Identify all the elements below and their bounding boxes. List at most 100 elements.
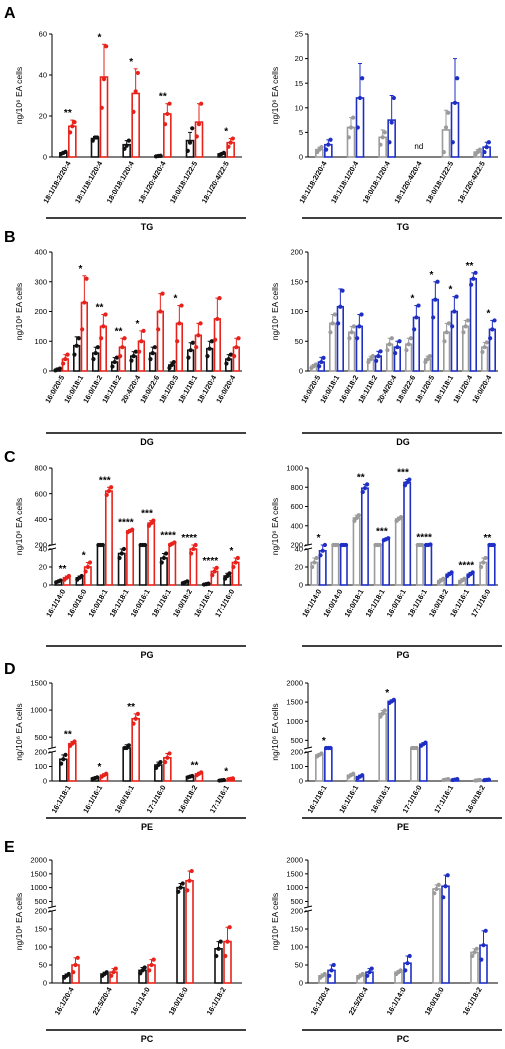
significance-label: * <box>98 32 102 43</box>
bar-control <box>442 331 451 372</box>
significance-label: ** <box>115 326 123 337</box>
x-axis-label: DG <box>396 437 410 447</box>
data-point <box>209 339 214 344</box>
category-label: 16:0/16:0 <box>65 588 88 619</box>
x-axis-label: PG <box>396 650 409 660</box>
significance-label: ** <box>159 92 167 103</box>
y-tick-label: 25 <box>295 30 303 39</box>
data-point <box>380 711 385 716</box>
data-point <box>490 327 495 332</box>
panel-letter: A <box>4 5 16 22</box>
data-point <box>190 340 195 345</box>
data-point <box>117 555 122 561</box>
category-label: 18:0/18:1/22:5 <box>424 160 455 205</box>
data-point <box>160 291 165 296</box>
data-point <box>212 569 217 574</box>
data-point <box>214 953 219 959</box>
bar-treated <box>441 885 450 984</box>
category-label: 17:1/16:0 <box>144 784 167 815</box>
data-point <box>327 973 332 978</box>
significance-label: * <box>136 319 140 330</box>
bar-control <box>378 712 387 782</box>
data-point <box>446 777 451 782</box>
data-point <box>349 330 354 335</box>
data-point <box>124 143 129 148</box>
bar-treated <box>431 298 439 372</box>
data-point <box>414 315 419 320</box>
data-point <box>382 708 387 713</box>
data-point <box>185 579 190 584</box>
data-point <box>443 125 449 130</box>
data-point <box>131 354 136 359</box>
bar-treated <box>232 346 240 372</box>
panel-letter: E <box>4 839 15 856</box>
data-point <box>423 740 428 745</box>
y-tick-label: 600 <box>34 489 47 498</box>
data-point <box>95 775 100 780</box>
data-point <box>58 578 63 583</box>
data-point <box>352 518 357 524</box>
data-point <box>235 555 240 561</box>
data-point <box>378 349 383 354</box>
y-tick-label: 50 <box>39 961 47 970</box>
data-point <box>362 486 368 491</box>
y-tick-label: 100 <box>34 943 47 952</box>
data-point <box>63 752 68 758</box>
data-point <box>151 957 156 962</box>
data-point <box>450 140 455 145</box>
bar-treated <box>185 879 194 984</box>
data-point <box>135 711 140 716</box>
data-point <box>374 358 379 363</box>
data-point <box>351 115 356 120</box>
bar-treated <box>68 742 77 782</box>
data-point <box>321 355 326 361</box>
data-point <box>484 340 489 345</box>
data-point <box>73 962 78 968</box>
data-point <box>348 125 354 130</box>
data-point <box>367 970 372 975</box>
y-tick-label: 2000 <box>286 679 303 688</box>
category-label: 16:0/18:2 <box>427 588 450 619</box>
category-label: 16:0/18:2 <box>176 784 199 815</box>
y-tick-label: 500 <box>290 897 303 906</box>
data-point <box>470 953 475 959</box>
data-point <box>484 145 489 150</box>
bar-treated <box>99 325 107 372</box>
category-label: 18:1/20:4/20:4 <box>136 160 167 205</box>
bar-control <box>138 544 147 586</box>
category-label: 16:1/16:1 <box>337 784 360 815</box>
data-point <box>398 968 403 973</box>
data-point <box>319 751 324 756</box>
bar-control <box>206 347 214 372</box>
y-tick-label: 20 <box>39 563 47 572</box>
category-label: 22:5/20:4 <box>347 986 370 1017</box>
significance-label: **** <box>203 556 219 567</box>
data-point <box>360 971 365 977</box>
y-tick-label: 0 <box>43 367 47 376</box>
data-point <box>82 300 87 305</box>
data-point <box>169 362 174 368</box>
data-point <box>483 928 488 933</box>
data-point <box>140 968 145 973</box>
data-point <box>75 955 80 960</box>
data-point <box>427 354 432 359</box>
bar-control <box>415 544 424 586</box>
data-point <box>449 570 454 575</box>
data-point <box>95 345 100 350</box>
data-point <box>139 339 144 344</box>
data-point <box>324 147 329 152</box>
y-tick-label: 0 <box>299 979 303 988</box>
data-point <box>436 882 441 887</box>
bar-treated <box>104 490 113 586</box>
data-point <box>454 294 459 299</box>
panel-letter: C <box>4 449 16 466</box>
data-point <box>477 777 482 783</box>
y-tick-label: 0 <box>43 777 47 786</box>
y-tick-label: 200 <box>290 748 303 757</box>
data-point <box>194 345 199 350</box>
data-point <box>414 745 419 751</box>
data-point <box>142 542 148 548</box>
